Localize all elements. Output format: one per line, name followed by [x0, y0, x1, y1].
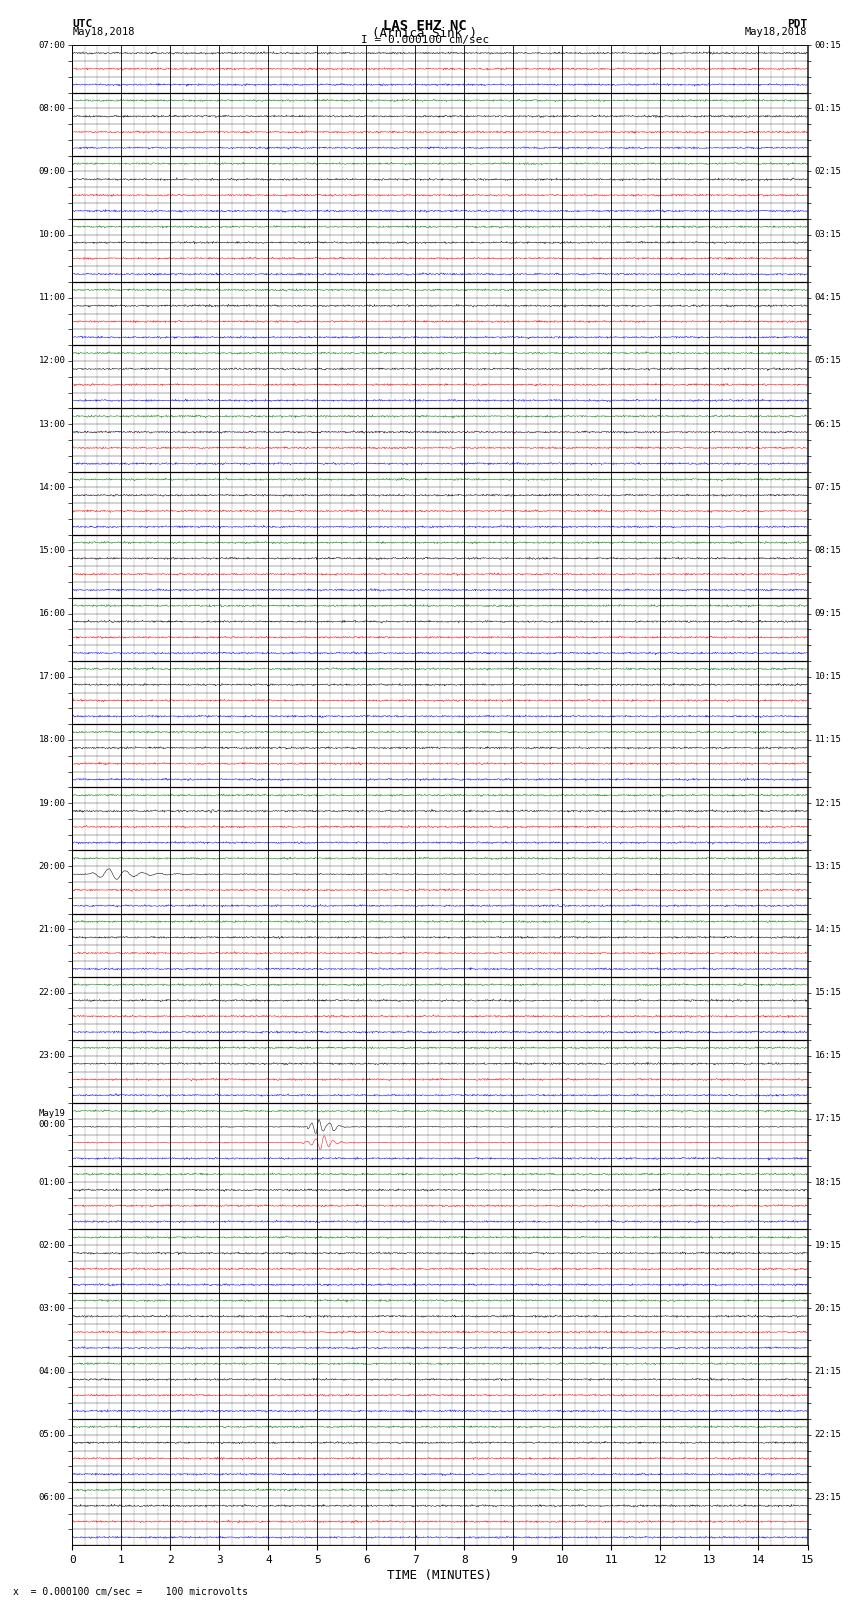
Text: x  = 0.000100 cm/sec =    100 microvolts: x = 0.000100 cm/sec = 100 microvolts — [13, 1587, 247, 1597]
Text: (Arnica Sink ): (Arnica Sink ) — [372, 26, 478, 40]
Text: PDT: PDT — [787, 18, 808, 29]
Text: May18,2018: May18,2018 — [745, 26, 808, 37]
X-axis label: TIME (MINUTES): TIME (MINUTES) — [388, 1569, 492, 1582]
Text: May18,2018: May18,2018 — [72, 26, 135, 37]
Text: LAS EHZ NC: LAS EHZ NC — [383, 18, 467, 32]
Text: UTC: UTC — [72, 18, 93, 29]
Text: I = 0.000100 cm/sec: I = 0.000100 cm/sec — [361, 35, 489, 45]
